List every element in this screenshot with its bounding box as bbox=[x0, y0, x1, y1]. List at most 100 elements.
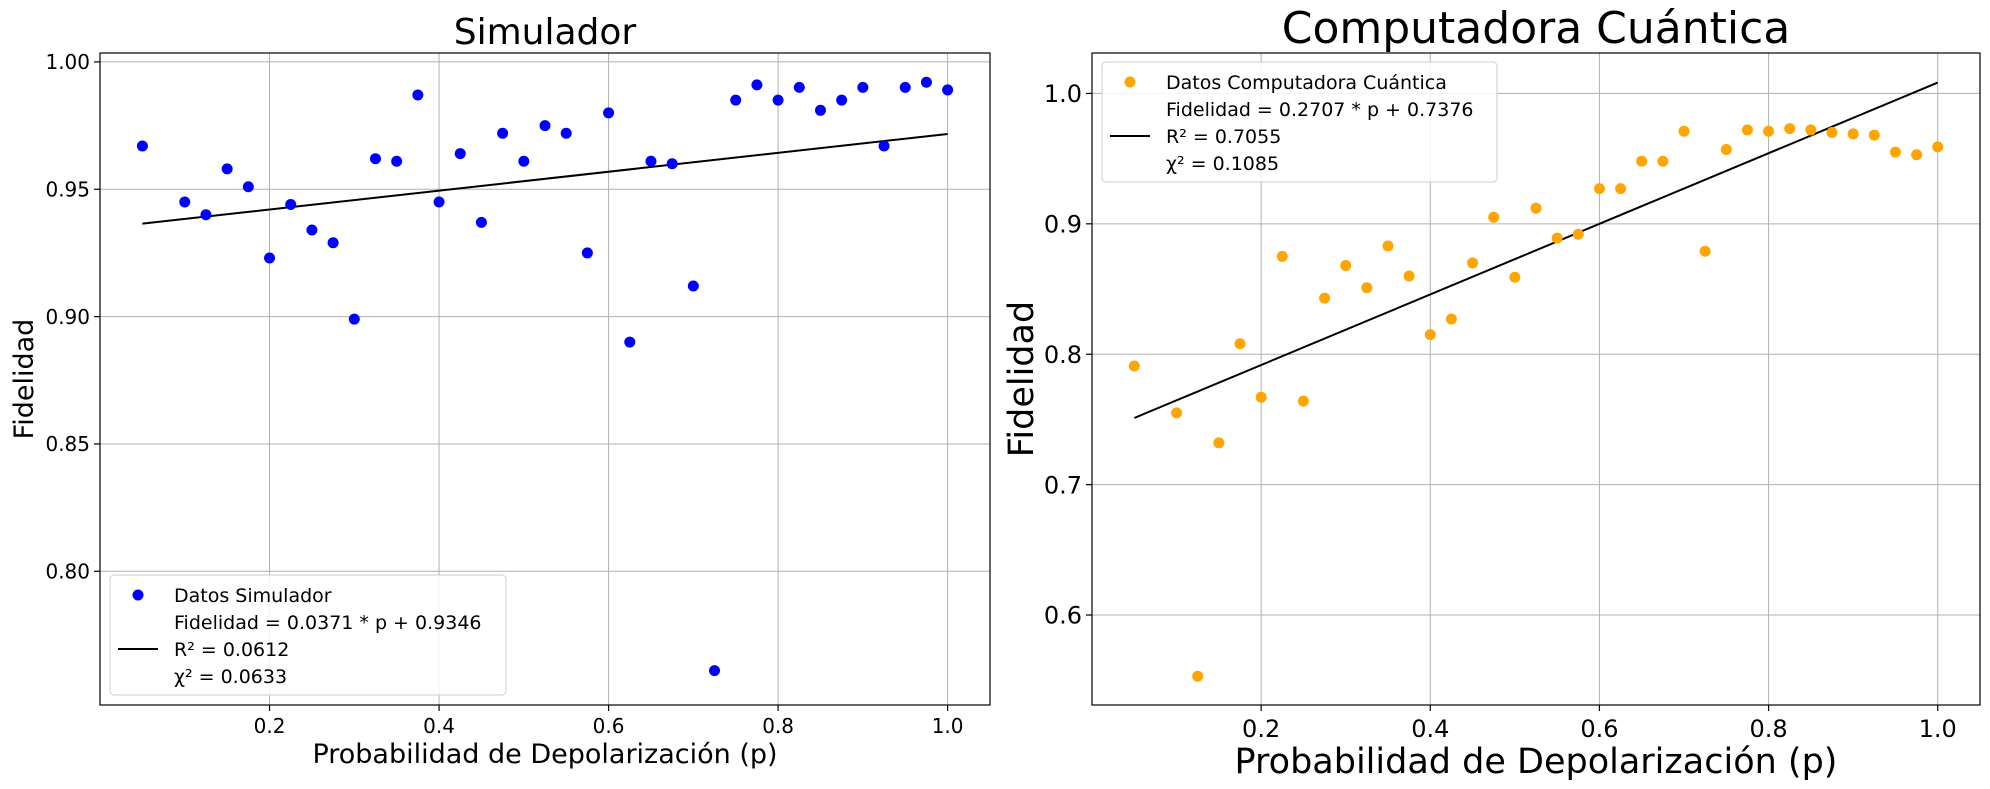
data-point bbox=[1826, 127, 1838, 139]
legend-label: χ² = 0.1085 bbox=[1166, 153, 1279, 175]
data-point bbox=[1319, 292, 1331, 304]
data-point bbox=[772, 94, 784, 106]
data-point bbox=[1509, 271, 1521, 283]
data-point bbox=[1234, 338, 1246, 350]
legend-label: R² = 0.7055 bbox=[1166, 126, 1281, 148]
data-point bbox=[1297, 395, 1309, 407]
data-point bbox=[518, 155, 530, 167]
data-point bbox=[1763, 125, 1775, 137]
legend-marker-point bbox=[132, 589, 144, 601]
legend-marker-point bbox=[1124, 76, 1136, 88]
data-point bbox=[878, 140, 890, 152]
x-tick-label: 0.6 bbox=[1580, 715, 1618, 743]
data-point bbox=[1889, 146, 1901, 158]
data-point bbox=[327, 237, 339, 249]
legend-box bbox=[1101, 61, 1498, 183]
data-point bbox=[920, 76, 932, 88]
legend-box bbox=[109, 574, 507, 696]
plot-frame bbox=[99, 52, 991, 706]
fit-line bbox=[142, 132, 948, 225]
data-point bbox=[730, 94, 742, 106]
chart-1: 0.2 0.4 0.6 0.8 1.0 0.80 0.85 0.90 0.95 1.00 Simul… bbox=[9, 12, 991, 770]
data-point bbox=[709, 665, 721, 677]
chart-title: Simulador bbox=[454, 12, 637, 53]
legend: Datos Simulador Fidelidad = 0.0371 * p + … bbox=[109, 574, 507, 696]
data-point bbox=[1699, 245, 1711, 257]
x-tick-label: 0.2 bbox=[1242, 715, 1280, 743]
data-point bbox=[539, 120, 551, 132]
data-point bbox=[497, 127, 509, 139]
data-point bbox=[1784, 123, 1796, 135]
data-point bbox=[942, 84, 954, 96]
x-tick-label: 0.8 bbox=[1749, 715, 1787, 743]
data-point bbox=[391, 155, 403, 167]
data-point bbox=[1467, 257, 1479, 269]
data-point bbox=[603, 107, 615, 119]
data-point bbox=[666, 158, 678, 170]
x-axis-label: Probabilidad de Depolarización (p) bbox=[312, 739, 777, 770]
data-point bbox=[687, 280, 699, 292]
data-point bbox=[200, 209, 212, 221]
data-point bbox=[1636, 155, 1648, 167]
legend-label: R² = 0.0612 bbox=[174, 639, 289, 661]
data-point bbox=[1488, 211, 1500, 223]
x-tick-label: 0.2 bbox=[254, 714, 286, 738]
data-point bbox=[1128, 360, 1140, 372]
data-point bbox=[624, 336, 636, 348]
y-tick-label: 0.6 bbox=[1044, 602, 1082, 630]
data-point bbox=[285, 199, 297, 211]
y-axis-label: Fidelidad bbox=[9, 319, 40, 440]
y-tick-label: 0.9 bbox=[1044, 210, 1082, 238]
chart-2: 0.2 0.4 0.6 0.8 1.0 0.6 0.7 0.8 0.9 1.0 Computador… bbox=[1002, 3, 1981, 782]
legend-label: Fidelidad = 0.2707 * p + 0.7376 bbox=[1166, 99, 1474, 121]
data-point bbox=[1868, 129, 1880, 141]
data-point bbox=[1382, 240, 1394, 252]
x-tick-label: 0.6 bbox=[593, 714, 625, 738]
legend-label: Datos Computadora Cuántica bbox=[1166, 72, 1447, 94]
legend: Datos Computadora Cuántica Fidelidad = 0.… bbox=[1101, 61, 1498, 183]
data-point bbox=[1213, 437, 1225, 449]
data-point bbox=[1572, 228, 1584, 240]
plot-frame bbox=[1091, 52, 1981, 706]
data-point bbox=[1932, 141, 1944, 153]
data-point bbox=[1657, 155, 1669, 167]
data-point bbox=[1720, 143, 1732, 155]
data-point bbox=[1551, 232, 1563, 244]
series-group bbox=[1128, 81, 1944, 682]
data-point bbox=[1615, 183, 1627, 195]
data-point bbox=[814, 104, 826, 116]
x-tick-label: 0.8 bbox=[762, 714, 794, 738]
data-point bbox=[645, 155, 657, 167]
data-point bbox=[1403, 270, 1415, 282]
data-point bbox=[412, 89, 424, 101]
data-point bbox=[560, 127, 572, 139]
y-tick-label: 0.8 bbox=[1044, 341, 1082, 369]
legend-label: Fidelidad = 0.0371 * p + 0.9346 bbox=[174, 612, 482, 634]
data-point bbox=[1593, 183, 1605, 195]
data-point bbox=[475, 216, 487, 228]
y-tick-label: 0.90 bbox=[45, 305, 90, 329]
data-point bbox=[136, 140, 148, 152]
charts-root: 0.2 0.4 0.6 0.8 1.0 0.80 0.85 0.90 0.95 1.00 Simul… bbox=[9, 3, 1981, 782]
data-point bbox=[454, 148, 466, 160]
data-point bbox=[1340, 260, 1352, 272]
y-tick-label: 0.80 bbox=[45, 559, 90, 583]
series-group bbox=[136, 76, 954, 677]
chart-title: Computadora Cuántica bbox=[1282, 3, 1791, 54]
data-point bbox=[433, 196, 445, 208]
y-tick-label: 0.95 bbox=[45, 177, 90, 201]
data-point bbox=[1192, 670, 1204, 682]
data-point bbox=[1255, 391, 1267, 403]
y-tick-label: 0.85 bbox=[45, 432, 90, 456]
data-point bbox=[793, 81, 805, 93]
data-point bbox=[369, 153, 381, 165]
data-point bbox=[899, 81, 911, 93]
data-point bbox=[264, 252, 276, 264]
x-tick-label: 1.0 bbox=[1919, 715, 1957, 743]
y-tick-label: 1.00 bbox=[45, 50, 90, 74]
x-tick-label: 0.4 bbox=[423, 714, 455, 738]
x-tick-label: 0.4 bbox=[1411, 715, 1449, 743]
data-point bbox=[1805, 124, 1817, 136]
data-point bbox=[221, 163, 233, 175]
